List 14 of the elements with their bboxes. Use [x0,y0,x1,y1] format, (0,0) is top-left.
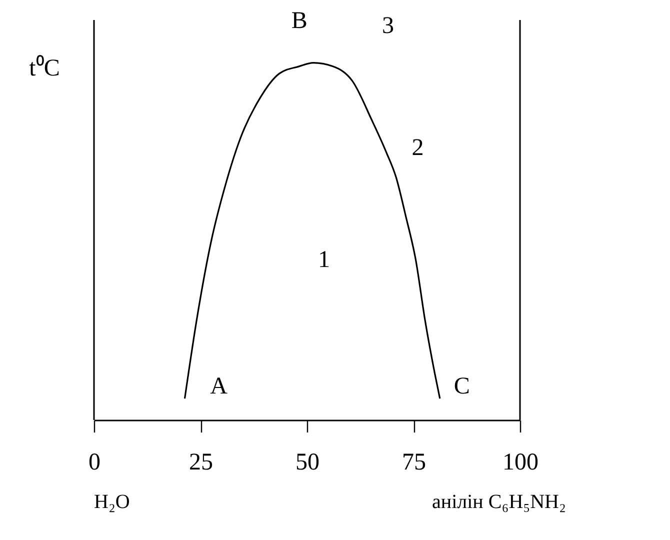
y-axis-title: t⁰C [29,54,60,82]
annotation: B [291,8,308,34]
x-tick-label: 25 [189,450,213,476]
annotation: A [210,374,228,400]
x-tick-label: 50 [296,450,320,476]
x-tick-label: 0 [88,450,100,476]
text: 3 [382,13,394,39]
annotation: C [454,374,470,400]
x-tick-label: 100 [502,450,538,476]
annotation: 2 [412,135,424,161]
text: анілін C₆H₅NH₂ [432,491,566,513]
x-tick-label: 75 [402,450,426,476]
text: H₂O [94,491,130,513]
annotation: 1 [318,247,330,273]
